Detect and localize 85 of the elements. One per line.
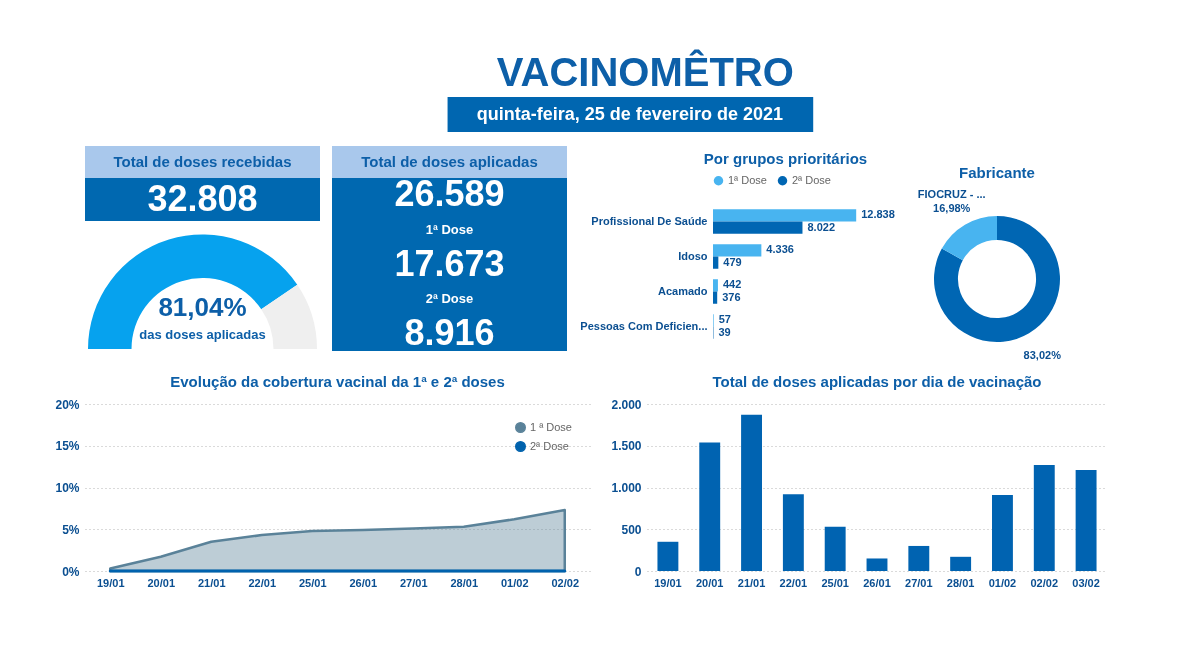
bar [713,209,857,222]
bar [741,414,762,571]
text: 32.808 [147,177,258,219]
bar [782,494,804,571]
data-label: 39 [718,325,731,338]
y-tick-label: 1.000 [611,481,642,495]
x-tick-label: 26/01 [349,576,378,589]
y-tick-label: 10% [55,481,80,495]
data-label: 57 [718,313,731,326]
chart-title: Por grupos prioritários [703,150,868,167]
text: 1ª Dose [425,221,474,237]
x-tick-label: 22/01 [779,576,808,589]
y-tick-label: 20% [55,397,80,412]
x-tick-label: 02/02 [1030,576,1059,589]
y-tick-label: 2.000 [611,397,642,412]
bar [713,279,718,292]
x-tick-label: 28/01 [946,576,975,589]
data-label: 12.838 [861,208,895,221]
x-tick-label: 21/01 [197,576,226,589]
x-tick-label: 20/01 [147,576,176,589]
data-label: 479 [723,255,742,268]
data-label: 442 [722,278,742,291]
y-tick-label: 1.500 [611,439,642,454]
chart-title: Evolução da cobertura vacinal da 1ª e 2ª doses [170,373,505,390]
data-label: 4.336 [766,243,794,256]
text: 8.916 [404,311,495,353]
x-tick-label: 27/01 [399,576,428,589]
legend-label: 2ª Dose [792,173,831,186]
chart-title: Fabricante [959,164,1035,182]
text: 26.589 [394,173,505,215]
y-tick-label: 15% [55,439,80,454]
text: 2ª Dose [425,291,474,307]
bar [950,556,972,571]
donut-slice [941,216,997,261]
x-tick-label: 03/02 [1072,576,1100,589]
legend-label: 1 ª Dose [530,420,572,433]
bar [657,541,679,571]
x-tick-label: 01/02 [500,576,529,589]
bar [1033,464,1055,571]
y-tick-label: 500 [621,522,642,537]
data-label: 16,98% [933,202,971,215]
x-tick-label: 28/01 [450,576,479,589]
bar [713,256,719,269]
bar [992,495,1013,571]
x-tick-label: 25/01 [298,576,327,589]
text: 17.673 [394,242,505,284]
bar [699,442,721,571]
donut-slice [934,216,1060,342]
y-tick-label: 5% [62,522,80,537]
x-tick-label: 19/01 [654,576,682,589]
x-tick-label: 25/01 [821,576,849,589]
text: VACINOMÊTRO [496,49,794,94]
data-label: 81,04% [158,291,247,322]
x-tick-label: 02/02 [551,576,580,589]
bar [1075,469,1097,571]
x-tick-label: 26/01 [863,576,891,589]
x-tick-label: 20/01 [695,576,724,589]
bar [713,291,718,304]
text: das doses aplicadas [139,327,266,342]
x-tick-label: 22/01 [248,576,277,589]
y-tick-label: Acamado [657,284,708,297]
data-label: 83,02% [1023,348,1062,361]
text: quinta-feira, 25 de fevereiro de 2021 [476,103,783,124]
slice-label: FIOCRUZ - ... [917,188,986,201]
y-tick-label: Pessoas Com Deficien... [580,319,708,332]
bar [713,244,762,257]
bar [824,526,846,571]
data-label: 8.022 [807,220,836,233]
legend-label: 2ª Dose [530,439,569,452]
bar [908,545,930,571]
y-tick-label: Idoso [678,249,708,262]
y-tick-label: 0% [62,564,80,579]
bar [713,221,803,234]
y-tick-label: Profissional De Saúde [591,214,708,227]
text: Total de doses aplicadas [361,153,538,170]
x-tick-label: 27/01 [905,576,933,589]
bar [866,558,888,571]
text: Total de doses recebidas [113,153,292,170]
legend-label: 1ª Dose [728,173,767,186]
x-tick-label: 21/01 [737,576,766,589]
x-tick-label: 19/01 [96,576,125,589]
chart-title: Total de doses aplicadas por dia de vacinação [712,373,1042,390]
data-label: 376 [722,290,741,303]
x-tick-label: 01/02 [988,576,1017,589]
y-tick-label: 0 [634,564,642,579]
